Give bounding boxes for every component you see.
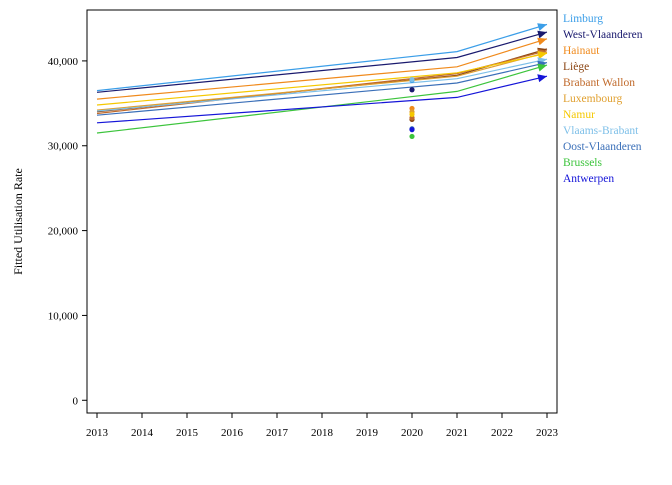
x-tick-label: 2023 — [536, 427, 559, 439]
x-tick-label: 2019 — [356, 427, 379, 439]
x-tick-label: 2015 — [176, 427, 199, 439]
series-arrowhead — [537, 37, 547, 46]
series-line — [96, 38, 548, 100]
data-point-2020 — [409, 87, 415, 93]
x-tick-label: 2014 — [131, 427, 154, 439]
series-group — [96, 23, 548, 134]
legend-entry: Antwerpen — [563, 173, 614, 185]
y-tick-label: 20,000 — [48, 226, 79, 238]
legend-entry: West-Vlaanderen — [563, 29, 643, 41]
data-point-2020 — [409, 76, 415, 83]
series-line — [96, 23, 548, 92]
series-arrowhead — [537, 23, 547, 31]
series-line — [96, 48, 548, 113]
series-arrowhead — [537, 74, 547, 83]
series-line — [96, 75, 548, 124]
legend-entry: Liège — [563, 61, 589, 73]
data-point-2020 — [409, 133, 415, 140]
data-point-2020 — [409, 111, 415, 117]
y-tick-label: 40,000 — [48, 56, 79, 68]
series-line — [96, 58, 548, 112]
series-arrowhead — [537, 51, 547, 60]
data-point-2020 — [409, 127, 415, 133]
series-line — [96, 31, 548, 93]
y-tick-label: 30,000 — [48, 141, 79, 153]
markers-group — [409, 76, 415, 140]
x-tick-label: 2022 — [491, 427, 513, 439]
series-arrowhead — [537, 30, 547, 39]
x-tick-label: 2016 — [221, 427, 244, 439]
legend-entry: Limburg — [563, 13, 603, 25]
x-axis: 2013 2014 2015 2016 2017 2018 2019 2020 2021 2022… — [86, 413, 559, 439]
legend-entry: Oost-Vlaanderen — [563, 141, 642, 153]
series-arrowhead — [537, 63, 547, 72]
legend-entry: Namur — [563, 109, 595, 121]
x-tick-label: 2021 — [446, 427, 468, 439]
x-tick-label: 2018 — [311, 427, 334, 439]
series-line — [96, 51, 548, 111]
legend-entry: Brabant Wallon — [563, 77, 635, 89]
legend-entry: Vlaams-Brabant — [563, 125, 639, 137]
series-line — [96, 62, 548, 116]
y-tick-label: 0 — [73, 395, 79, 407]
legend: Limburg West-Vlaanderen Hainaut Liège Braban… — [563, 13, 643, 185]
series-line — [96, 64, 548, 134]
x-tick-label: 2017 — [266, 427, 289, 439]
y-tick-label: 10,000 — [48, 310, 79, 322]
legend-entry: Brussels — [563, 157, 603, 169]
series-line — [96, 52, 548, 106]
y-axis: 0 10,000 20,000 30,000 40,000 — [48, 56, 87, 407]
legend-entry: Luxembourg — [563, 93, 622, 105]
legend-entry: Hainaut — [563, 45, 600, 57]
y-axis-title: Fitted Utilisation Rate — [11, 168, 25, 275]
x-tick-label: 2020 — [401, 427, 424, 439]
x-tick-label: 2013 — [86, 427, 109, 439]
